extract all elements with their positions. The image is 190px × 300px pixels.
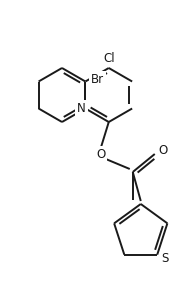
Text: Br: Br: [91, 73, 104, 86]
Text: Cl: Cl: [103, 52, 115, 64]
Text: S: S: [162, 252, 169, 265]
Text: N: N: [77, 102, 86, 115]
Text: O: O: [158, 143, 167, 157]
Text: O: O: [96, 148, 105, 160]
